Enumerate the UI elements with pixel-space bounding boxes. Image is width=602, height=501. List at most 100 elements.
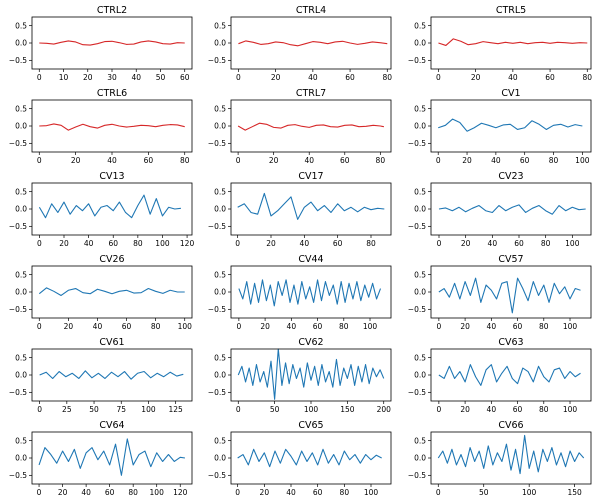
x-tick-label: 80 xyxy=(539,322,549,331)
x-tick-label: 100 xyxy=(565,239,580,248)
x-tick-label: 80 xyxy=(151,322,161,331)
subplot-cv17: CV17 0 20 40 60 80 −0.5 0.0 0.5 xyxy=(208,171,392,248)
x-tick-label: 150 xyxy=(340,405,355,414)
subplot-cv61: CV61 0 25 50 75 100 125 −0.5 0.0 0.5 xyxy=(9,337,193,414)
y-tick-label: −0.5 xyxy=(208,471,226,480)
x-tick-label: 100 xyxy=(155,239,170,248)
y-tick-label: 0.0 xyxy=(414,205,426,214)
x-tick-label: 40 xyxy=(131,73,141,82)
y-tick-label: −0.5 xyxy=(208,222,226,231)
subplot-title: CV64 xyxy=(99,420,124,431)
x-tick-label: 80 xyxy=(541,239,551,248)
x-tick-label: 80 xyxy=(583,73,593,82)
series-line-ctrl7 xyxy=(237,122,384,131)
y-tick-label: 0.0 xyxy=(15,122,27,131)
x-tick-label: 50 xyxy=(89,405,99,414)
x-tick-label: 60 xyxy=(340,156,350,165)
x-tick-label: 0 xyxy=(235,239,240,248)
y-tick-label: −0.5 xyxy=(408,222,426,231)
y-tick-label: 0.0 xyxy=(414,122,426,131)
series-line-cv57 xyxy=(438,277,581,314)
y-tick-label: −0.5 xyxy=(9,305,27,314)
subplot-cv13: CV13 0 20 40 60 80 100 120 −0.5 0.0 0.5 xyxy=(9,171,195,248)
subplot-title: CV63 xyxy=(498,337,523,348)
y-tick-label: 0.0 xyxy=(214,205,226,214)
series-line-cv26 xyxy=(38,287,185,297)
y-tick-label: 0.5 xyxy=(214,104,226,113)
x-tick-label: 100 xyxy=(178,322,193,331)
x-tick-label: 60 xyxy=(313,322,323,331)
x-tick-label: 10 xyxy=(59,73,69,82)
subplot-title: CV44 xyxy=(298,254,323,265)
x-tick-label: 200 xyxy=(377,405,392,414)
y-tick-label: −0.5 xyxy=(208,388,226,397)
x-tick-label: 20 xyxy=(260,322,270,331)
x-tick-label: 80 xyxy=(539,405,549,414)
y-tick-label: 0.5 xyxy=(214,21,226,30)
x-tick-label: 80 xyxy=(133,239,143,248)
y-tick-label: 0.0 xyxy=(214,39,226,48)
x-tick-label: 20 xyxy=(460,322,470,331)
x-tick-label: 40 xyxy=(304,156,314,165)
y-tick-label: −0.5 xyxy=(408,305,426,314)
x-tick-label: 0 xyxy=(236,405,241,414)
y-tick-label: 0.5 xyxy=(414,353,426,362)
x-tick-label: 125 xyxy=(169,405,184,414)
x-tick-label: 0 xyxy=(436,405,441,414)
x-tick-label: 100 xyxy=(141,405,156,414)
x-tick-label: 80 xyxy=(339,322,349,331)
series-line-ctrl5 xyxy=(438,38,588,46)
y-tick-label: 0.0 xyxy=(15,371,27,380)
x-tick-label: 40 xyxy=(107,156,117,165)
y-tick-label: −0.5 xyxy=(9,471,27,480)
series-line-cv61 xyxy=(39,370,184,380)
subplot-title: CV61 xyxy=(99,337,124,348)
y-tick-label: 0.5 xyxy=(15,104,27,113)
y-tick-label: 0.0 xyxy=(414,454,426,463)
x-tick-label: 60 xyxy=(513,322,523,331)
y-tick-label: −0.5 xyxy=(208,56,226,65)
subplot-title: CTRL2 xyxy=(97,5,127,16)
subplot-title: CV17 xyxy=(298,171,323,182)
x-tick-label: 80 xyxy=(180,156,190,165)
y-tick-label: 0.5 xyxy=(15,436,27,445)
y-tick-label: 0.5 xyxy=(15,353,27,362)
x-tick-label: 20 xyxy=(461,239,471,248)
x-tick-label: 40 xyxy=(308,73,318,82)
subplot-cv63: CV63 0 20 40 60 80 100 −0.5 0.0 0.5 xyxy=(408,337,592,414)
x-tick-label: 100 xyxy=(563,322,578,331)
x-tick-label: 20 xyxy=(462,156,472,165)
y-tick-label: 0.5 xyxy=(214,436,226,445)
series-line-cv62 xyxy=(237,348,385,400)
x-tick-label: 0 xyxy=(236,156,241,165)
y-tick-label: 0.0 xyxy=(15,288,27,297)
x-tick-label: 0 xyxy=(436,73,441,82)
subplot-title: CV13 xyxy=(99,171,124,182)
series-line-ctrl4 xyxy=(238,40,388,47)
y-tick-label: 0.5 xyxy=(414,104,426,113)
y-tick-label: 0.5 xyxy=(414,187,426,196)
series-line-ctrl2 xyxy=(39,40,185,46)
x-tick-label: 40 xyxy=(491,156,501,165)
plot-frame xyxy=(230,431,392,485)
y-tick-label: 0.0 xyxy=(414,39,426,48)
subplot-cv57: CV57 0 20 40 60 80 100 −0.5 0.0 0.5 xyxy=(408,254,592,331)
y-tick-label: 0.5 xyxy=(414,436,426,445)
y-tick-label: 0.0 xyxy=(15,39,27,48)
plot-frame xyxy=(230,182,392,236)
x-tick-label: 60 xyxy=(180,73,190,82)
series-line-cv66 xyxy=(437,434,585,475)
y-tick-label: 0.5 xyxy=(214,353,226,362)
y-tick-label: −0.5 xyxy=(208,305,226,314)
x-tick-label: 80 xyxy=(383,73,393,82)
x-tick-label: 20 xyxy=(266,239,276,248)
x-tick-label: 100 xyxy=(563,405,578,414)
x-tick-label: 150 xyxy=(567,488,582,497)
x-tick-label: 40 xyxy=(286,488,296,497)
subplot-cv62: CV62 0 50 100 150 200 −0.5 0.0 0.5 xyxy=(208,337,392,414)
x-tick-label: 60 xyxy=(520,156,530,165)
subplot-ctrl2: CTRL2 0 10 20 30 40 50 60 −0.5 0.0 0.5 xyxy=(9,5,193,82)
x-tick-label: 120 xyxy=(180,239,195,248)
y-tick-label: 0.0 xyxy=(214,371,226,380)
y-tick-label: 0.0 xyxy=(15,205,27,214)
